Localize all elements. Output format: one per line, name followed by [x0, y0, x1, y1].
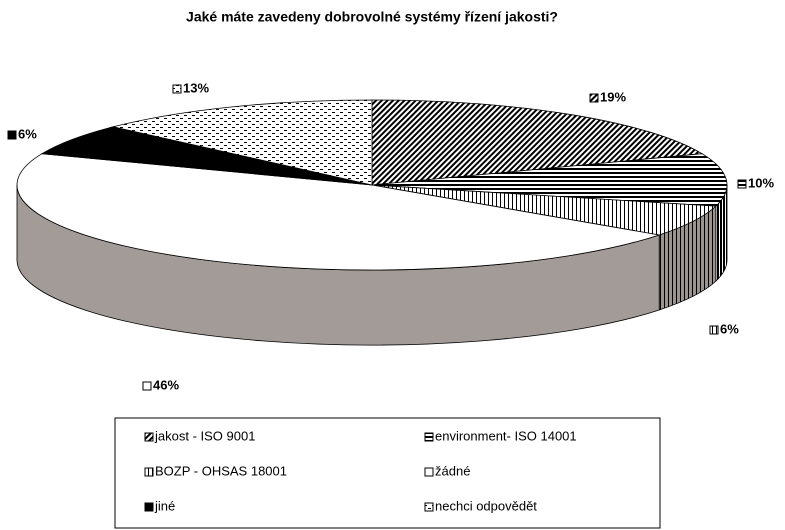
data-label: 6%: [18, 126, 37, 141]
pie-slice: [371, 184, 717, 236]
legend-swatch: [424, 502, 434, 512]
pie-slice: [16, 153, 660, 271]
legend-label: jiné: [154, 498, 175, 513]
data-label: 46%: [153, 377, 179, 392]
pie-slice: [40, 126, 373, 186]
legend-label: žádné: [435, 463, 470, 478]
legend-label: nechci odpovědět: [435, 498, 537, 513]
label-icon: [7, 130, 17, 140]
legend-swatch: [144, 467, 154, 477]
legend-swatch: [144, 502, 154, 512]
legend-label: jakost - ISO 9001: [154, 428, 255, 443]
chart-title: Jaké máte zavedeny dobrovolné systémy ří…: [186, 9, 558, 25]
pie-slice: [113, 99, 373, 186]
legend-label: BOZP - OHSAS 18001: [155, 463, 287, 478]
pie-slice: [371, 153, 728, 207]
legend-label: environment- ISO 14001: [435, 428, 577, 443]
data-label: 6%: [720, 321, 739, 336]
label-icon: [737, 179, 747, 189]
data-label: 19%: [600, 89, 626, 104]
label-icon: [172, 84, 182, 94]
pie-slice: [371, 99, 704, 186]
legend-swatch: [144, 432, 154, 442]
legend-swatch: [424, 432, 434, 442]
data-label: 13%: [183, 80, 209, 95]
label-icon: [589, 93, 599, 103]
data-label: 10%: [748, 175, 774, 190]
label-icon: [142, 381, 152, 391]
legend-box: [114, 417, 661, 529]
legend-swatch: [424, 467, 434, 477]
label-icon: [709, 325, 719, 335]
